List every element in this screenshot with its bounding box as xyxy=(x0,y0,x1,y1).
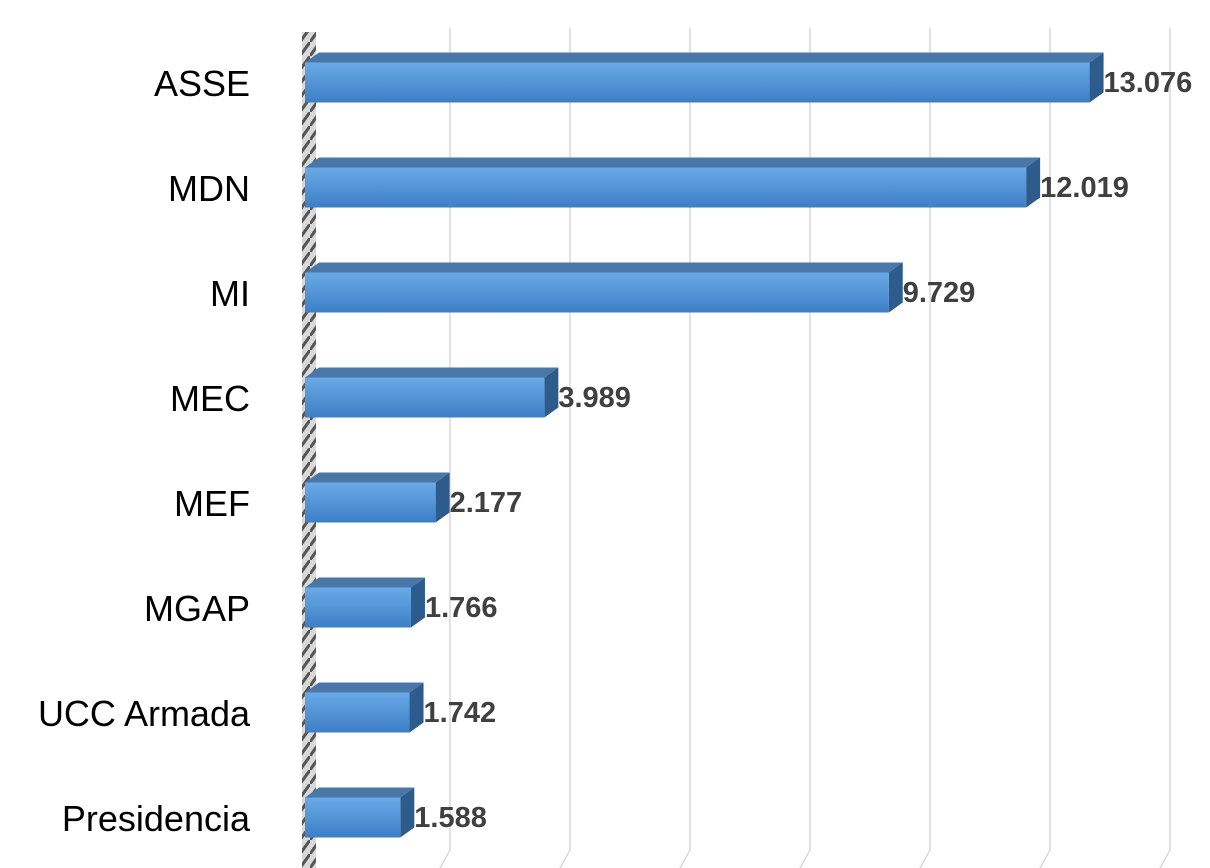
grid-line-floor xyxy=(679,849,691,868)
bar-side xyxy=(1089,52,1104,103)
bar xyxy=(305,272,889,313)
bar xyxy=(305,692,410,733)
bar-top xyxy=(305,472,450,483)
y-tick-label: MGAP xyxy=(144,588,250,629)
back-wall xyxy=(302,32,316,868)
grid-line-floor xyxy=(799,849,811,868)
bar-top xyxy=(305,262,903,273)
value-label: 1.766 xyxy=(425,592,498,624)
bar-top xyxy=(305,577,425,588)
value-label: 3.989 xyxy=(558,382,631,414)
bar-side xyxy=(435,472,450,523)
bar xyxy=(305,62,1090,103)
grid-line-floor xyxy=(559,849,571,868)
value-label: 1.588 xyxy=(414,802,487,834)
bar-side xyxy=(409,682,424,733)
grid-line-floor xyxy=(439,849,451,868)
bar xyxy=(305,482,436,523)
value-label: 13.076 xyxy=(1104,67,1193,99)
bar xyxy=(305,587,411,628)
y-tick-label: MEC xyxy=(170,378,250,419)
y-tick-label: MI xyxy=(210,273,250,314)
bar-top xyxy=(305,157,1041,168)
y-tick-label: MDN xyxy=(168,168,250,209)
bar xyxy=(305,167,1027,208)
y-tick-label: MEF xyxy=(174,483,250,524)
bar-top xyxy=(305,787,415,798)
bar-side xyxy=(1026,157,1041,208)
bar-side xyxy=(410,577,425,628)
bar-top xyxy=(305,52,1104,63)
value-label: 12.019 xyxy=(1040,172,1129,204)
bar-side xyxy=(888,262,903,313)
bar xyxy=(305,797,401,838)
bar-top xyxy=(305,682,424,693)
y-tick-label: ASSE xyxy=(154,63,250,104)
value-label: 9.729 xyxy=(903,277,976,309)
bar-side xyxy=(544,367,559,418)
grid-line-floor xyxy=(1159,849,1171,868)
bar xyxy=(305,377,545,418)
y-tick-label: UCC Armada xyxy=(38,693,251,734)
value-label: 2.177 xyxy=(450,487,523,519)
value-label: 1.742 xyxy=(424,697,497,729)
bar-top xyxy=(305,367,559,378)
grid-line-floor xyxy=(919,849,931,868)
grid-line-floor xyxy=(1039,849,1051,868)
bar-side xyxy=(400,787,415,838)
y-tick-label: Presidencia xyxy=(62,798,251,839)
